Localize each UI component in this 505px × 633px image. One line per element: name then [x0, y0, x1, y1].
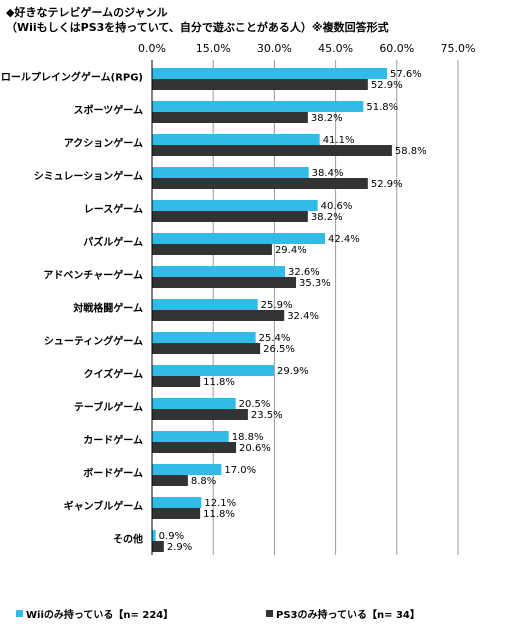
bar-wii: [152, 101, 364, 112]
x-tick-label: 75.0%: [441, 42, 476, 55]
bar-ps3: [152, 178, 368, 189]
bar-ps3: [152, 475, 188, 486]
legend-label-wii: Wiiのみ持っている【n= 224】: [26, 608, 173, 621]
data-label-ps3: 58.8%: [395, 146, 427, 157]
data-label-wii: 57.6%: [390, 69, 422, 80]
data-label-wii: 20.5%: [239, 399, 271, 410]
bar-wii: [152, 332, 256, 343]
bar-ps3: [152, 376, 201, 387]
category-label: ボードゲーム: [83, 467, 143, 480]
bar-wii: [152, 398, 236, 409]
data-label-wii: 32.6%: [288, 267, 320, 278]
chart-title: ◆好きなテレビゲームのジャンル: [6, 6, 168, 19]
category-label: シューティングゲーム: [44, 335, 143, 348]
category-label: シミュレーションゲーム: [34, 170, 143, 183]
bar-wii: [152, 134, 320, 145]
bar-ps3: [152, 112, 308, 123]
data-label-wii: 29.9%: [277, 366, 309, 377]
bar-ps3: [152, 541, 164, 552]
category-label: テーブルゲーム: [74, 401, 143, 414]
data-label-ps3: 32.4%: [287, 311, 319, 322]
bar-wii: [152, 464, 222, 475]
data-label-ps3: 26.5%: [263, 344, 295, 355]
data-label-wii: 42.4%: [328, 234, 360, 245]
data-label-wii: 0.9%: [159, 531, 184, 542]
category-label: スポーツゲーム: [74, 104, 144, 117]
bar-wii: [152, 233, 325, 244]
x-tick-label: 0.0%: [138, 42, 166, 55]
data-label-ps3: 38.2%: [311, 113, 343, 124]
legend-swatch-ps3: [266, 610, 273, 617]
data-label-ps3: 52.9%: [371, 179, 403, 190]
category-label: アドベンチャーゲーム: [43, 269, 143, 282]
category-label: パズルゲーム: [83, 236, 143, 249]
bar-wii: [152, 68, 388, 79]
data-label-wii: 12.1%: [204, 498, 236, 509]
data-label-ps3: 8.8%: [191, 476, 216, 487]
x-tick-label: 15.0%: [196, 42, 231, 55]
bar-wii: [152, 365, 274, 376]
bar-ps3: [152, 508, 201, 519]
category-label: その他: [113, 533, 143, 546]
data-label-ps3: 52.9%: [371, 80, 403, 91]
chart-subtitle: （WiiもしくはPS3を持っていて、自分で遊ぶことがある人）※複数回答形式: [6, 21, 389, 34]
data-label-ps3: 38.2%: [311, 212, 343, 223]
bar-ps3: [152, 343, 261, 354]
bar-wii: [152, 299, 258, 310]
bar-wii: [152, 530, 156, 541]
data-label-wii: 18.8%: [232, 432, 264, 443]
legend-swatch-wii: [16, 610, 23, 617]
category-label: ロールプレイングゲーム(RPG): [1, 71, 143, 84]
data-label-wii: 25.4%: [259, 333, 291, 344]
bar-ps3: [152, 79, 368, 90]
bar-ps3: [152, 244, 272, 255]
data-label-ps3: 29.4%: [275, 245, 307, 256]
data-label-wii: 25.9%: [261, 300, 293, 311]
data-label-ps3: 11.8%: [203, 377, 235, 388]
data-label-ps3: 20.6%: [239, 443, 271, 454]
data-label-wii: 40.6%: [321, 201, 353, 212]
category-label: レースゲーム: [84, 203, 143, 216]
bar-ps3: [152, 145, 392, 156]
bar-ps3: [152, 310, 285, 321]
bar-wii: [152, 431, 229, 442]
data-label-wii: 41.1%: [323, 135, 355, 146]
data-label-wii: 17.0%: [224, 465, 256, 476]
category-label: カードゲーム: [83, 434, 143, 447]
data-label-wii: 38.4%: [312, 168, 344, 179]
bar-ps3: [152, 442, 237, 453]
bar-wii: [152, 167, 309, 178]
bar-ps3: [152, 277, 297, 288]
data-label-ps3: 23.5%: [251, 410, 283, 421]
x-tick-label: 30.0%: [257, 42, 292, 55]
bar-wii: [152, 266, 286, 277]
category-label: クイズゲーム: [84, 368, 143, 381]
data-label-ps3: 35.3%: [299, 278, 331, 289]
x-tick-label: 45.0%: [318, 42, 353, 55]
data-label-ps3: 11.8%: [203, 509, 235, 520]
data-label-wii: 51.8%: [366, 102, 398, 113]
bar-ps3: [152, 211, 308, 222]
x-tick-label: 60.0%: [379, 42, 414, 55]
data-label-ps3: 2.9%: [167, 542, 192, 553]
category-label: アクションゲーム: [64, 137, 143, 150]
legend-label-ps3: PS3のみ持っている【n= 34】: [276, 608, 420, 621]
category-label: 対戦格闘ゲーム: [72, 302, 143, 315]
bar-ps3: [152, 409, 248, 420]
category-label: ギャンブルゲーム: [64, 500, 143, 513]
bar-wii: [152, 497, 202, 508]
bar-wii: [152, 200, 318, 211]
